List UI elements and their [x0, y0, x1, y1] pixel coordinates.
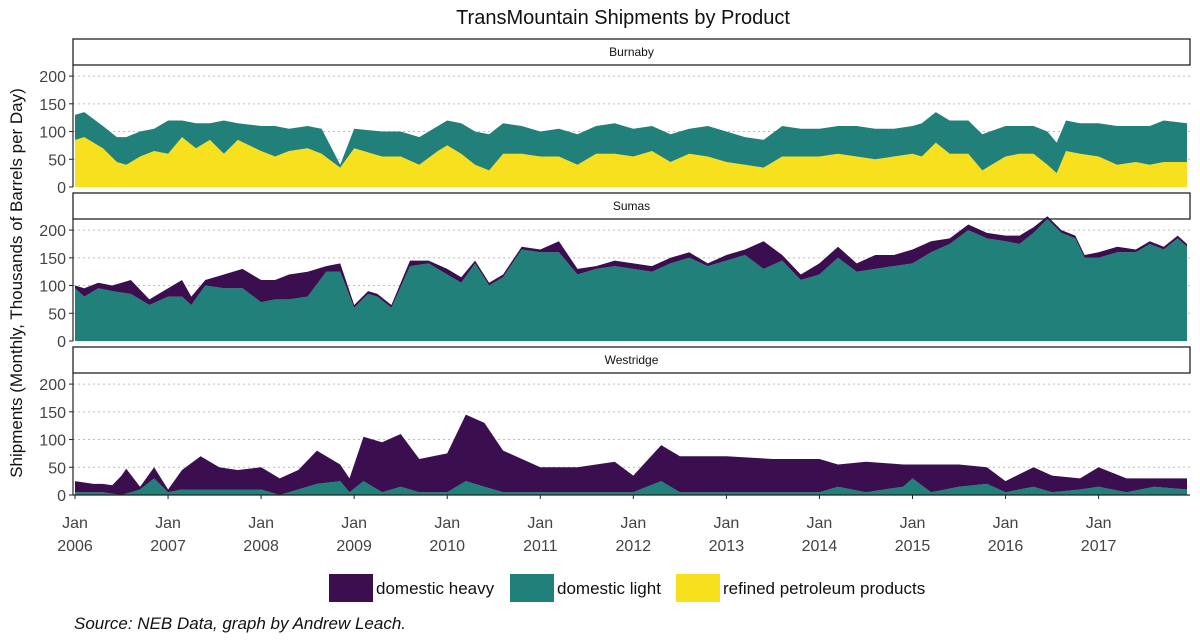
x-tick-label-year: 2012 — [616, 538, 652, 555]
x-tick-label-year: 2017 — [1081, 538, 1117, 555]
panel-sumas: Sumas 0 50 100 150 200 — [39, 192, 1191, 351]
legend-label: domestic light — [557, 579, 661, 598]
panel-burnaby: Burnaby 0 50 100 150 200 — [39, 38, 1191, 197]
x-tick-label-month: Jan — [620, 515, 646, 532]
y-tick-label: 50 — [48, 306, 66, 323]
y-tick-label: 50 — [48, 460, 66, 477]
y-tick-label: 0 — [57, 334, 66, 351]
y-tick-label: 200 — [39, 377, 66, 394]
facet-strip — [72, 38, 1191, 66]
y-tick-label: 50 — [48, 152, 66, 169]
facet-strip-label: Westridge — [605, 353, 659, 367]
x-tick-label-month: Jan — [62, 515, 88, 532]
x-tick-label-year: 2014 — [802, 538, 838, 555]
x-tick-label-month: Jan — [341, 515, 367, 532]
x-tick-label-month: Jan — [248, 515, 274, 532]
area-domestic-light — [75, 219, 1187, 341]
area-domestic-light — [75, 478, 1187, 495]
legend-label: refined petroleum products — [723, 579, 925, 598]
x-tick-label-month: Jan — [993, 515, 1019, 532]
y-axis-label: Shipments (Monthly, Thousands of Barrels… — [7, 88, 26, 478]
x-tick-label-month: Jan — [807, 515, 833, 532]
area-domestic-heavy — [75, 414, 1187, 495]
facet-panels: Burnaby050100150200Sumas050100150200West… — [39, 38, 1191, 505]
x-tick-label-year: 2010 — [429, 538, 465, 555]
y-tick-label: 150 — [39, 405, 66, 422]
x-tick-label-month: Jan — [900, 515, 926, 532]
chart-title: TransMountain Shipments by Product — [456, 7, 790, 29]
facet-strip-label: Burnaby — [609, 45, 654, 59]
area-domestic-heavy — [75, 216, 1187, 308]
y-tick-label: 150 — [39, 251, 66, 268]
x-tick-label-month: Jan — [527, 515, 553, 532]
x-tick-label-year: 2006 — [57, 538, 93, 555]
x-tick-label-year: 2008 — [243, 538, 279, 555]
legend-label: domestic heavy — [376, 579, 495, 598]
x-tick-label-year: 2011 — [523, 538, 558, 555]
panel-westridge: Westridge 0 50 100 150 200 — [39, 346, 1191, 505]
x-tick-label-month: Jan — [434, 515, 460, 532]
x-tick-label-year: 2009 — [336, 538, 372, 555]
facet-strip-label: Sumas — [613, 199, 650, 213]
y-tick-label: 0 — [57, 180, 66, 197]
area-refined-petroleum-products — [75, 137, 1187, 187]
y-tick-label: 100 — [39, 279, 66, 296]
y-tick-label: 200 — [39, 69, 66, 86]
legend-swatch — [676, 574, 720, 602]
x-tick-label-year: 2007 — [150, 538, 186, 555]
x-tick-label-year: 2015 — [895, 538, 931, 555]
y-tick-label: 100 — [39, 125, 66, 142]
legend-swatch — [510, 574, 554, 602]
x-tick-label-month: Jan — [713, 515, 739, 532]
x-tick-label-year: 2016 — [988, 538, 1024, 555]
legend: domestic heavy domestic light refined petr… — [329, 574, 925, 602]
area-domestic-light — [75, 112, 1187, 174]
x-tick-label-month: Jan — [155, 515, 181, 532]
x-tick-label-month: Jan — [1086, 515, 1112, 532]
facet-strip — [72, 346, 1191, 374]
facet-strip — [72, 192, 1191, 220]
x-tick-label-year: 2013 — [709, 538, 745, 555]
caption: Source: NEB Data, graph by Andrew Leach. — [74, 614, 406, 633]
y-tick-label: 150 — [39, 97, 66, 114]
legend-swatch — [329, 574, 373, 602]
x-axis: Jan 2006 Jan 2007 Jan 2008 Jan 2009 Jan 2010 Jan 20… — [57, 495, 1116, 555]
y-tick-label: 100 — [39, 433, 66, 450]
y-tick-label: 200 — [39, 223, 66, 240]
y-tick-label: 0 — [57, 488, 66, 505]
